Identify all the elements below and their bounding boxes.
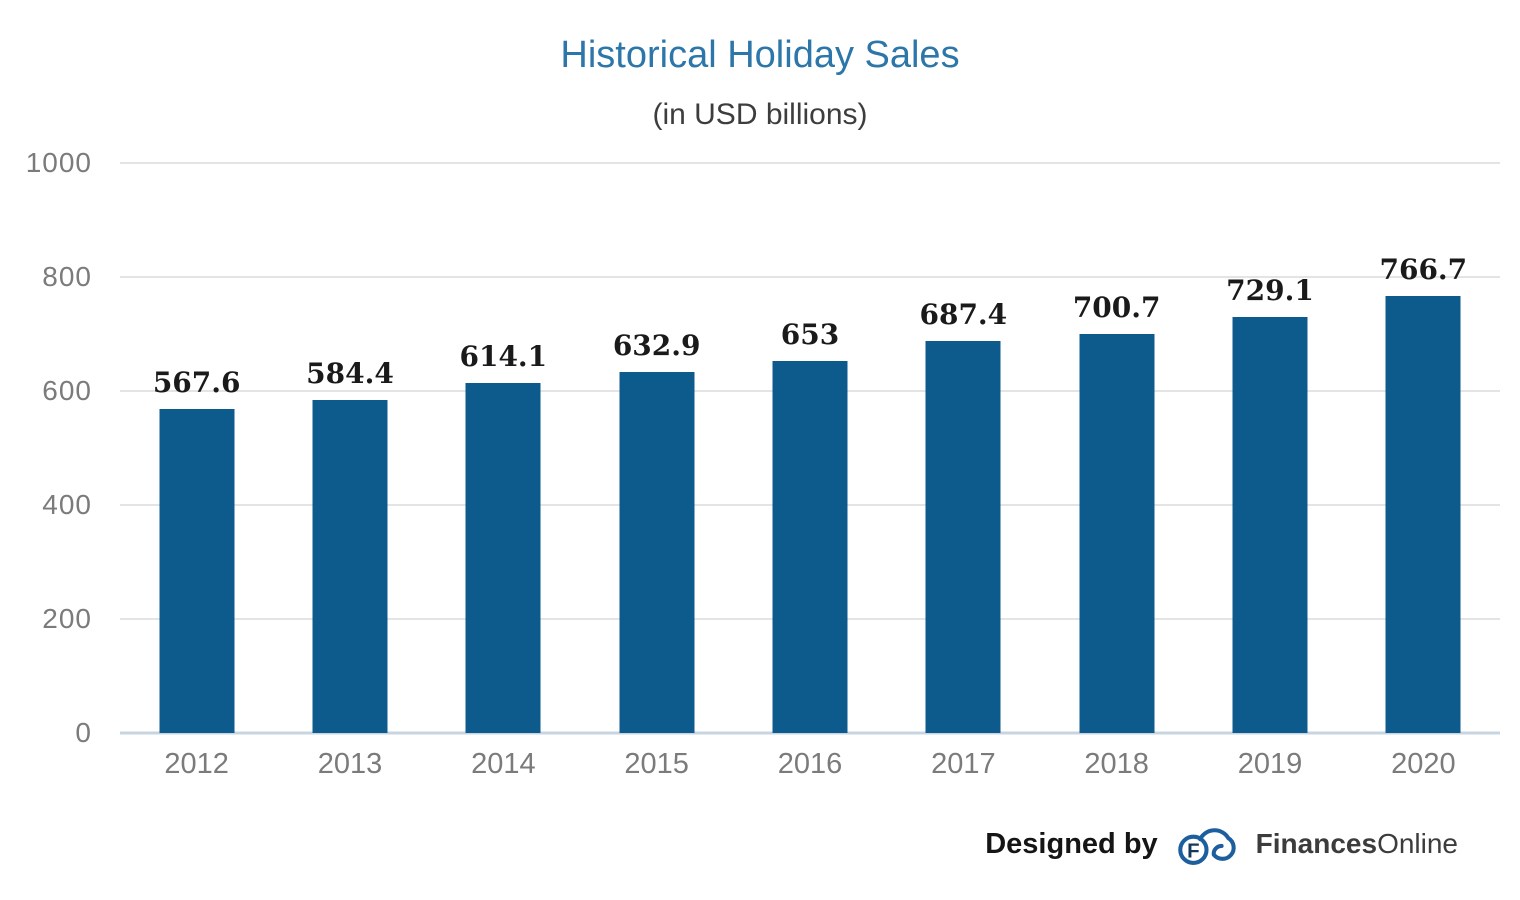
brand-name-bold: Finances	[1255, 828, 1378, 859]
bar-value-label: 584.4	[306, 356, 394, 390]
x-axis-labels: 2012 2013 2014 2015 2016 2017 2018 2019 2020	[120, 748, 1500, 788]
x-tick-label: 2019	[1237, 748, 1303, 780]
x-tick-label: 2013	[317, 748, 383, 780]
bar-value-label: 567.6	[152, 366, 241, 400]
plot-area: 567.6 584.4 614.1 632.9 653 687.4 700.7 729.1 76…	[120, 162, 1500, 735]
chart-subtitle: (in USD billions)	[652, 98, 868, 131]
x-tick-label: 2015	[624, 748, 689, 780]
x-tick-label: 2018	[1084, 748, 1149, 780]
designed-by-label: Designed by	[985, 827, 1158, 860]
y-axis-labels: 0 200 400 600 800 1000	[0, 147, 92, 748]
bar-value-label: 729.1	[1226, 274, 1314, 308]
bar-2019	[1232, 317, 1308, 733]
bar-value-label: 632.9	[612, 329, 701, 363]
x-axis-line	[120, 731, 1500, 735]
gridline	[120, 276, 1500, 278]
brand-name-regular: Online	[1377, 828, 1458, 859]
bar-value-label: 700.7	[1072, 290, 1161, 324]
x-tick-label: 2017	[931, 748, 996, 780]
bar-2020	[1385, 295, 1461, 733]
y-tick-label: 200	[42, 603, 92, 634]
brand-name: FinancesOnline	[1256, 828, 1458, 860]
footer-credit: Designed by F FinancesOnline	[985, 818, 1458, 870]
bar-2015	[619, 372, 695, 733]
chart-title: Historical Holiday Sales	[560, 34, 960, 76]
bar-value-label: 653	[780, 317, 840, 351]
bar-2014	[465, 382, 541, 733]
y-tick-label: 400	[42, 489, 92, 520]
bar-value-label: 766.7	[1379, 252, 1468, 286]
y-tick-label: 1000	[25, 147, 92, 178]
x-tick-label: 2016	[777, 748, 843, 780]
bar-value-label: 614.1	[459, 339, 548, 373]
bar-2017	[925, 341, 1001, 733]
gridline	[120, 162, 1500, 164]
bar-2012	[159, 409, 235, 733]
x-tick-label: 2014	[471, 748, 536, 780]
svg-text:F: F	[1187, 841, 1199, 863]
bar-2016	[772, 360, 848, 733]
x-tick-label: 2012	[164, 748, 229, 780]
financesonline-cloud-logo: F	[1177, 828, 1236, 865]
bar-value-label: 687.4	[919, 298, 1008, 332]
bar-2018	[1079, 333, 1155, 733]
y-tick-label: 0	[75, 717, 92, 748]
y-tick-label: 600	[42, 375, 92, 406]
x-tick-label: 2020	[1391, 748, 1456, 780]
y-tick-label: 800	[42, 261, 92, 292]
bar-2013	[312, 399, 388, 733]
